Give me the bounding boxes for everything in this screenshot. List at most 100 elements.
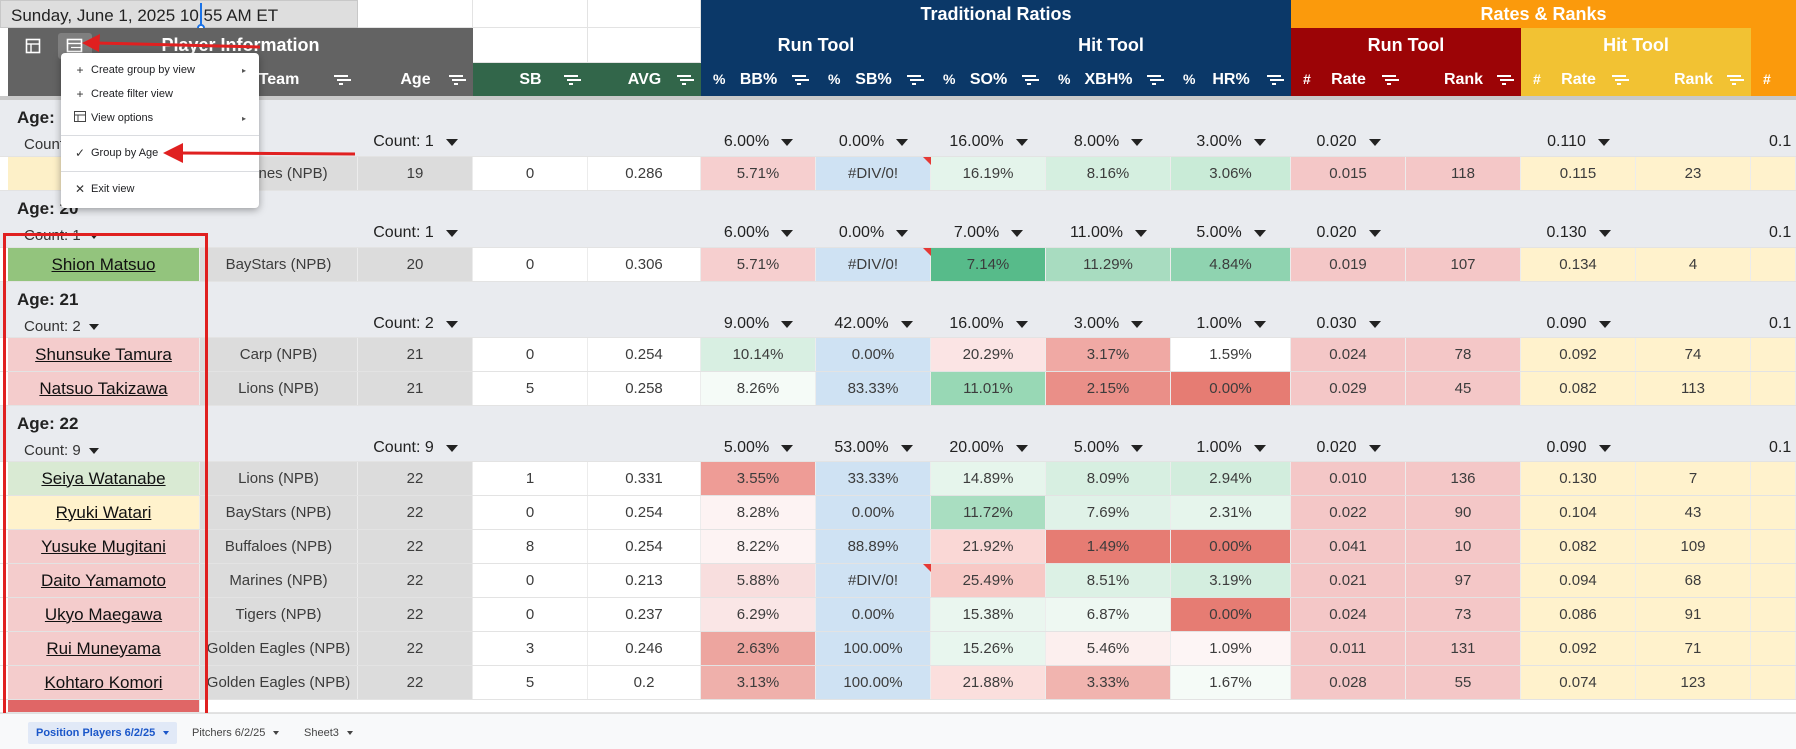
group-summary-sbp[interactable]: 0.00% <box>816 130 931 154</box>
cell-next[interactable] <box>1751 248 1796 281</box>
chevron-down-icon[interactable] <box>1598 444 1611 452</box>
menu-item-create-group-by-view[interactable]: + Create group by view ▸ <box>61 59 259 81</box>
cell-avg[interactable]: 0.331 <box>588 462 701 495</box>
cell-sb[interactable]: 0 <box>473 564 588 597</box>
group-summary-col_count[interactable]: Count: 2 <box>358 312 473 336</box>
player-name-link[interactable]: Shunsuke Tamura <box>35 344 172 364</box>
chevron-down-icon[interactable] <box>1368 320 1381 328</box>
cell-team[interactable]: Tigers (NPB) <box>200 598 358 631</box>
rates-ranks-header[interactable]: Rates & Ranks <box>1291 0 1796 28</box>
chevron-down-icon[interactable] <box>163 731 170 735</box>
chevron-down-icon[interactable] <box>1598 320 1611 328</box>
cell-rate1[interactable]: 0.011 <box>1291 632 1406 665</box>
cell-team[interactable]: BayStars (NPB) <box>200 248 358 281</box>
blank-cell[interactable] <box>588 0 701 28</box>
filter-icon[interactable] <box>1612 75 1626 85</box>
cell-age[interactable]: 22 <box>358 632 473 665</box>
group-summary-col_count[interactable]: Count: 1 <box>358 221 473 245</box>
cell-so[interactable]: 20.29% <box>931 338 1046 371</box>
filter-icon[interactable] <box>1727 75 1741 85</box>
cell-rate2[interactable]: 0.134 <box>1521 248 1636 281</box>
chevron-down-icon[interactable] <box>896 138 909 146</box>
cell-sbp[interactable]: 100.00% <box>816 666 931 699</box>
cell-so[interactable]: 21.92% <box>931 530 1046 563</box>
cell-so[interactable]: 15.38% <box>931 598 1046 631</box>
player-name-cell[interactable]: Shion Matsuo <box>8 248 200 281</box>
cell-rate1[interactable]: 0.022 <box>1291 496 1406 529</box>
cell-sbp[interactable]: 83.33% <box>816 372 931 405</box>
chevron-down-icon[interactable] <box>1253 320 1266 328</box>
cell-rate2[interactable]: 0.086 <box>1521 598 1636 631</box>
cell-bb[interactable]: 5.71% <box>701 157 816 190</box>
datetime-cell[interactable]: Sunday, June 1, 2025 10:55 AM ET <box>0 0 358 28</box>
cell-avg[interactable]: 0.213 <box>588 564 701 597</box>
group-summary-so[interactable]: 16.00% <box>931 312 1046 336</box>
xbh-column-header[interactable]: % XBH% <box>1046 63 1171 96</box>
cell-age[interactable]: 21 <box>358 372 473 405</box>
chevron-down-icon[interactable] <box>1011 229 1024 237</box>
cell-next[interactable] <box>1751 157 1796 190</box>
cell-so[interactable]: 11.72% <box>931 496 1046 529</box>
group-summary-next[interactable]: 0.1 <box>1751 221 1796 245</box>
cell-bb[interactable]: 3.13% <box>701 666 816 699</box>
player-name-cell[interactable]: Yusuke Mugitani <box>8 530 200 563</box>
cell-team[interactable]: Lions (NPB) <box>200 462 358 495</box>
cell-rank2[interactable]: 91 <box>1636 598 1751 631</box>
player-name-cell[interactable]: Ukyo Maegawa <box>8 598 200 631</box>
filter-icon[interactable] <box>564 75 578 85</box>
age-column-header[interactable]: Age <box>358 63 473 96</box>
player-name-link[interactable]: Natsuo Takizawa <box>39 378 168 398</box>
player-name-link[interactable]: Shion Matsuo <box>51 254 156 274</box>
chevron-down-icon[interactable] <box>1368 229 1381 237</box>
cell-sbp[interactable]: 0.00% <box>816 496 931 529</box>
cell-next[interactable] <box>1751 632 1796 665</box>
group-summary-next[interactable]: 0.1 <box>1751 436 1796 460</box>
filter-icon[interactable] <box>449 75 463 85</box>
player-name-cell[interactable]: Daito Yamamoto <box>8 564 200 597</box>
group-count[interactable]: Count: 9 <box>24 442 99 459</box>
cell-sb[interactable]: 0 <box>473 598 588 631</box>
cell-age[interactable]: 22 <box>358 462 473 495</box>
cell-next[interactable] <box>1751 564 1796 597</box>
cell-rank2[interactable]: 74 <box>1636 338 1751 371</box>
chevron-down-icon[interactable] <box>1131 444 1144 452</box>
cell-avg[interactable]: 0.306 <box>588 248 701 281</box>
player-name-link[interactable]: Seiya Watanabe <box>41 468 166 488</box>
cell-bb[interactable]: 3.55% <box>701 462 816 495</box>
chevron-down-icon[interactable] <box>781 229 794 237</box>
cell-bb[interactable]: 5.88% <box>701 564 816 597</box>
cell-rank2[interactable]: 43 <box>1636 496 1751 529</box>
cell-rank2[interactable]: 7 <box>1636 462 1751 495</box>
cell-xbh[interactable]: 8.16% <box>1046 157 1171 190</box>
chevron-down-icon[interactable] <box>900 444 913 452</box>
cell-age[interactable]: 21 <box>358 338 473 371</box>
cell-team[interactable]: Marines (NPB) <box>200 564 358 597</box>
group-summary-col_count[interactable]: Count: 9 <box>358 436 473 460</box>
cell-hr[interactable]: 2.31% <box>1171 496 1291 529</box>
filter-icon[interactable] <box>1267 75 1281 85</box>
cell-hr[interactable]: 4.84% <box>1171 248 1291 281</box>
chevron-down-icon[interactable] <box>900 320 913 328</box>
cell-avg[interactable]: 0.254 <box>588 530 701 563</box>
player-name-link[interactable]: Ukyo Maegawa <box>44 604 163 624</box>
blank-cell[interactable] <box>358 0 473 28</box>
group-summary-rate2[interactable]: 0.090 <box>1521 436 1636 460</box>
blank-cell[interactable] <box>473 28 588 63</box>
chevron-down-icon[interactable] <box>445 320 458 328</box>
cell-rank2[interactable]: 68 <box>1636 564 1751 597</box>
cell-sb[interactable]: 0 <box>473 496 588 529</box>
so-column-header[interactable]: % SO% <box>931 63 1046 96</box>
group-summary-hr[interactable]: 1.00% <box>1171 436 1291 460</box>
cell-rank1[interactable]: 45 <box>1406 372 1521 405</box>
cell-rate1[interactable]: 0.041 <box>1291 530 1406 563</box>
blank-cell[interactable] <box>588 28 701 63</box>
cell-so[interactable]: 25.49% <box>931 564 1046 597</box>
cell-next[interactable] <box>1751 462 1796 495</box>
hit-rank-column-header[interactable]: Rank <box>1636 63 1751 96</box>
chevron-down-icon[interactable] <box>88 448 99 455</box>
cell-age[interactable]: 22 <box>358 564 473 597</box>
group-count[interactable]: Count: 2 <box>24 318 99 335</box>
cell-bb[interactable]: 8.22% <box>701 530 816 563</box>
tab-position-players[interactable]: Position Players 6/2/25 <box>28 722 178 744</box>
chevron-down-icon[interactable] <box>1368 444 1381 452</box>
